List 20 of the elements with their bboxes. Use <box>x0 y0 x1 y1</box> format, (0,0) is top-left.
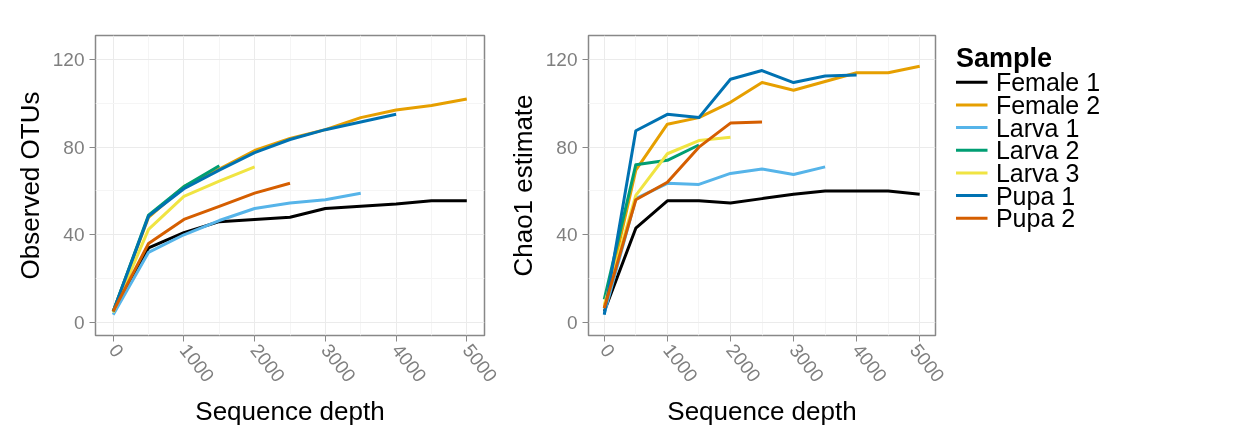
x-axis-title: Sequence depth <box>195 395 385 426</box>
y-axis-title: Observed OTUs <box>14 91 45 280</box>
line-series <box>602 69 859 317</box>
y-tick-label: 40 <box>556 224 578 246</box>
y-tick-label: 0 <box>73 311 85 333</box>
y-tick-label: 0 <box>566 311 578 333</box>
line-series <box>602 120 764 310</box>
y-tick-label: 40 <box>63 224 85 246</box>
y-axis-title: Chao1 estimate <box>507 94 538 277</box>
y-tick-label: 120 <box>52 49 85 71</box>
line-series <box>111 181 292 313</box>
y-tick-label: 120 <box>545 49 578 71</box>
x-tick-label: 0 <box>596 339 620 362</box>
x-axis-title: Sequence depth <box>667 395 857 426</box>
legend-title: Sample <box>956 43 1053 74</box>
y-tick-label: 80 <box>63 136 85 158</box>
line-series <box>602 189 922 313</box>
line-series <box>111 191 363 317</box>
y-tick-label: 80 <box>556 136 578 158</box>
x-tick-label: 0 <box>104 339 128 362</box>
